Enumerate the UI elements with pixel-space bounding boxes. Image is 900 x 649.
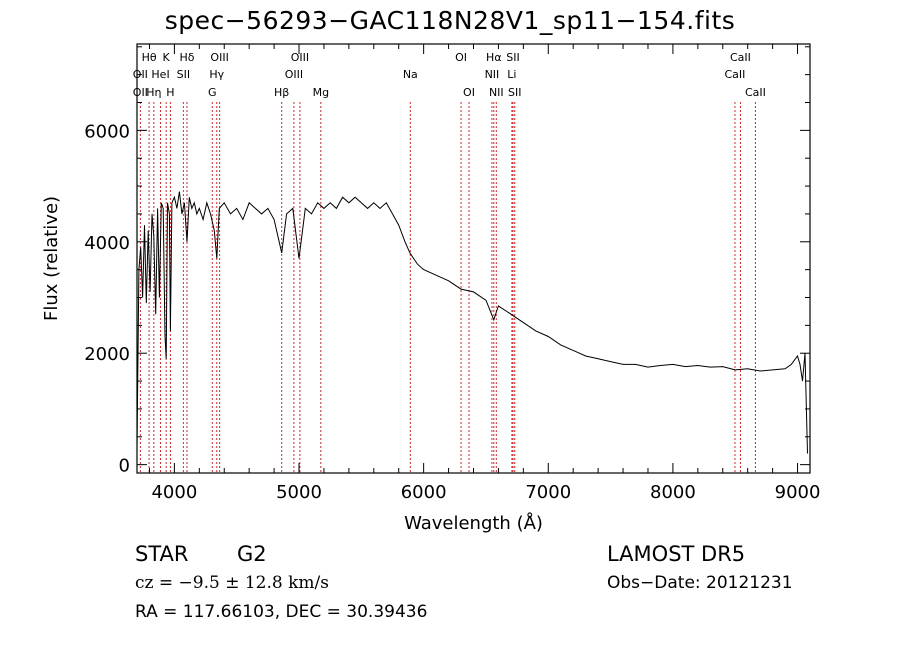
spectral-line-label: G	[208, 86, 217, 99]
x-tick-label: 7000	[525, 482, 571, 503]
y-tick-label: 0	[119, 456, 130, 477]
axis-ticks: 4000 5000 6000 7000 8000 9000 0 2000 4000 6000	[84, 44, 820, 503]
spectral-line-markers	[139, 102, 756, 473]
spectral-line-label: OIII	[291, 51, 309, 64]
survey-name: LAMOST DR5	[607, 542, 746, 566]
spectral-line-label: CaII	[745, 86, 766, 99]
plot-frame	[136, 43, 811, 474]
spectral-line-label: Hγ	[209, 68, 224, 81]
spectral-line-label: OI	[463, 86, 475, 99]
spectral-line-label: CaII	[730, 51, 751, 64]
ra-dec: RA = 117.66103, DEC = 30.39436	[135, 602, 428, 622]
y-tick-label: 6000	[84, 121, 130, 142]
spectral-line-label: H	[166, 86, 174, 99]
spectral-line-label: OIII	[285, 68, 303, 81]
spectral-line-label: Mg	[313, 86, 329, 99]
spectral-line-label: Na	[403, 68, 418, 81]
observation-date: Obs−Date: 20121231	[607, 573, 793, 593]
spectral-line-label: NII	[489, 86, 504, 99]
chart-title: spec−56293−GAC118N28V1_sp11−154.fits	[164, 6, 736, 35]
redshift-cz: cz = −9.5 ± 12.8 km/s	[135, 573, 329, 593]
spectral-line-label: Hβ	[274, 86, 289, 99]
spectral-line-label: SII	[506, 51, 519, 64]
spectral-line-label: SII	[508, 86, 521, 99]
spectral-line-label: Li	[507, 68, 516, 81]
y-tick-label: 4000	[84, 233, 130, 254]
x-tick-label: 4000	[151, 482, 197, 503]
spectral-line-label: Hθ	[142, 51, 157, 64]
y-axis-label: Flux (relative)	[41, 196, 62, 321]
spectral-line-label: K	[163, 51, 171, 64]
x-tick-label: 6000	[401, 482, 447, 503]
spectral-line-label: Hα	[486, 51, 502, 64]
object-class: STAR	[135, 542, 189, 566]
x-tick-label: 9000	[775, 482, 821, 503]
spectral-line-label: OI	[455, 51, 467, 64]
spectral-line-label: CaII	[725, 68, 746, 81]
spectral-line-label: Hδ	[179, 51, 194, 64]
spectral-line-label: Hη	[146, 86, 161, 99]
object-subclass: G2	[237, 542, 267, 566]
spectral-line-label: SII	[177, 68, 190, 81]
x-axis-label: Wavelength (Å)	[404, 512, 543, 534]
spectral-line-label: NII	[485, 68, 500, 81]
y-tick-label: 2000	[84, 344, 130, 365]
x-tick-label: 5000	[276, 482, 322, 503]
spectral-line-label: HeI	[151, 68, 169, 81]
spectral-line-label: OIII	[210, 51, 228, 64]
x-tick-label: 8000	[650, 482, 696, 503]
spectrum-line	[136, 191, 808, 454]
